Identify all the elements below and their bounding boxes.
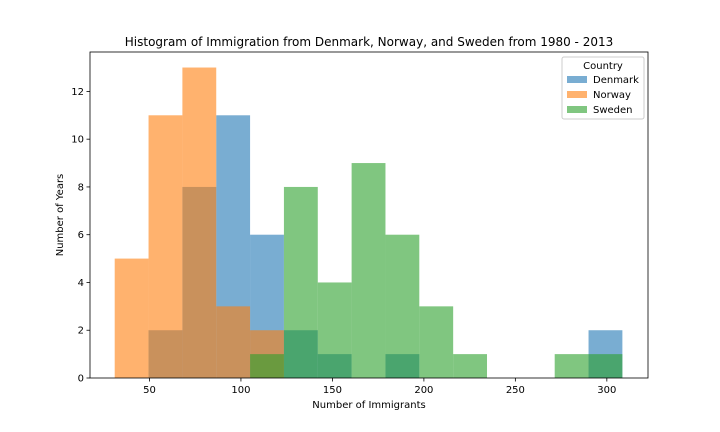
y-tick-label: 12 (71, 87, 84, 98)
bar-norway-bin-2 (182, 67, 217, 379)
bar-sweden-bin-6 (317, 282, 352, 378)
bar-sweden-bin-5 (283, 186, 318, 378)
bar-sweden-bin-4 (250, 354, 284, 378)
legend-label: Norway (593, 90, 631, 101)
y-tick-label: 2 (78, 326, 84, 337)
y-tick-label: 4 (78, 278, 84, 289)
legend-box (561, 56, 645, 120)
legend-label: Sweden (593, 105, 633, 116)
bar-sweden-bin-13 (554, 354, 589, 378)
histogram-bars (114, 67, 623, 379)
bar-sweden-bin-14 (588, 354, 623, 378)
bar-sweden-bin-10 (453, 354, 488, 378)
bar-sweden-bin-7 (351, 163, 386, 378)
bar-norway-bin-3 (216, 306, 251, 378)
x-tick-label: 150 (323, 385, 342, 396)
bar-sweden-bin-8 (385, 234, 420, 378)
legend-swatch (567, 91, 587, 98)
legend-item-sweden: Sweden (567, 105, 633, 116)
y-tick-label: 0 (78, 374, 84, 385)
legend-swatch (567, 76, 587, 83)
plot-frame (89, 51, 649, 379)
legend-items: Denmark Norway Sweden (567, 75, 639, 116)
y-tick-label: 6 (78, 230, 84, 241)
legend-swatch (567, 106, 587, 113)
y-axis-title: Number of Years (55, 174, 66, 257)
chart-title: Histogram of Immigration from Denmark, N… (125, 35, 613, 49)
y-tick-label: 10 (71, 135, 84, 146)
series-norway (114, 67, 284, 379)
legend-label: Denmark (593, 75, 639, 86)
y-tick-label: 8 (78, 182, 84, 193)
bar-norway-bin-1 (148, 115, 183, 379)
x-axis-title: Number of Immigrants (312, 400, 425, 411)
y-axis: 0 2 4 6 8 10 12 (71, 87, 90, 385)
series-sweden (250, 163, 623, 378)
x-tick-label: 300 (597, 385, 616, 396)
bar-norway-bin-0 (114, 258, 149, 378)
x-axis: 50 100 150 200 250 300 (143, 378, 616, 396)
legend-title: Country (583, 61, 623, 72)
legend-item-norway: Norway (567, 90, 631, 101)
x-tick-label: 50 (143, 385, 156, 396)
bar-sweden-bin-9 (419, 306, 454, 378)
legend: Country Denmark Norway Sweden (561, 56, 645, 120)
x-tick-label: 100 (231, 385, 250, 396)
x-tick-label: 250 (506, 385, 525, 396)
legend-item-denmark: Denmark (567, 75, 639, 86)
x-tick-label: 200 (414, 385, 433, 396)
